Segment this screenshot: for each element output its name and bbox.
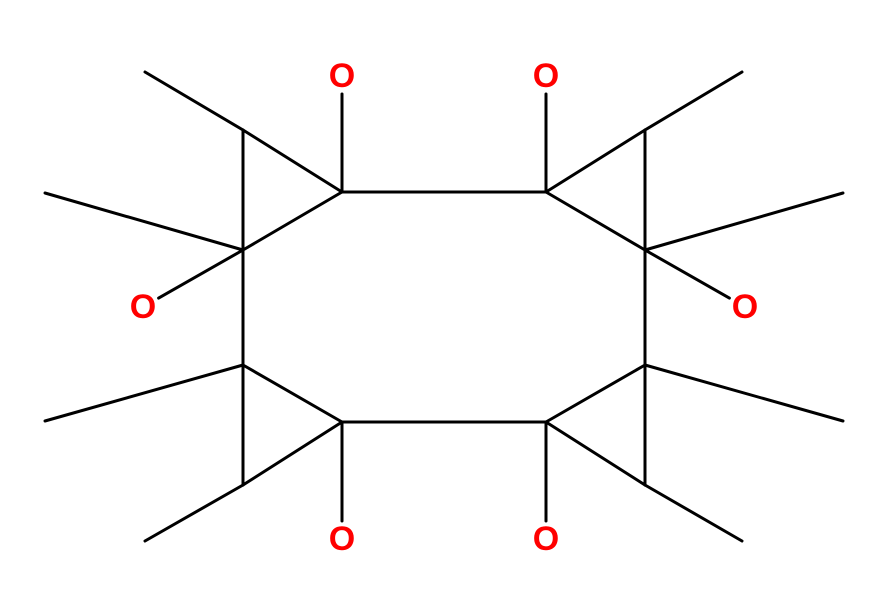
bond: [145, 72, 243, 130]
bond: [45, 193, 243, 250]
atoms-layer: O O O O O O: [130, 57, 758, 558]
oxygen-atom-label: O: [533, 57, 559, 95]
oxygen-atom-label: O: [329, 520, 355, 558]
bond: [159, 250, 243, 298]
bond: [243, 130, 342, 192]
molecule-diagram: O O O O O O: [0, 0, 889, 615]
bond: [45, 365, 243, 421]
bond: [243, 422, 342, 485]
bond: [645, 485, 742, 541]
bond: [243, 365, 342, 422]
bond: [645, 250, 729, 298]
bond: [546, 365, 645, 422]
bond: [546, 192, 645, 250]
oxygen-atom-label: O: [130, 288, 156, 326]
oxygen-atom-label: O: [732, 288, 758, 326]
oxygen-atom-label: O: [329, 57, 355, 95]
bond: [645, 365, 843, 421]
bonds-layer: [45, 72, 843, 541]
bond: [645, 72, 742, 130]
bond: [145, 485, 243, 541]
bond: [546, 130, 645, 192]
bond: [546, 422, 645, 485]
bond: [243, 192, 342, 250]
oxygen-atom-label: O: [533, 520, 559, 558]
bond: [645, 193, 843, 250]
